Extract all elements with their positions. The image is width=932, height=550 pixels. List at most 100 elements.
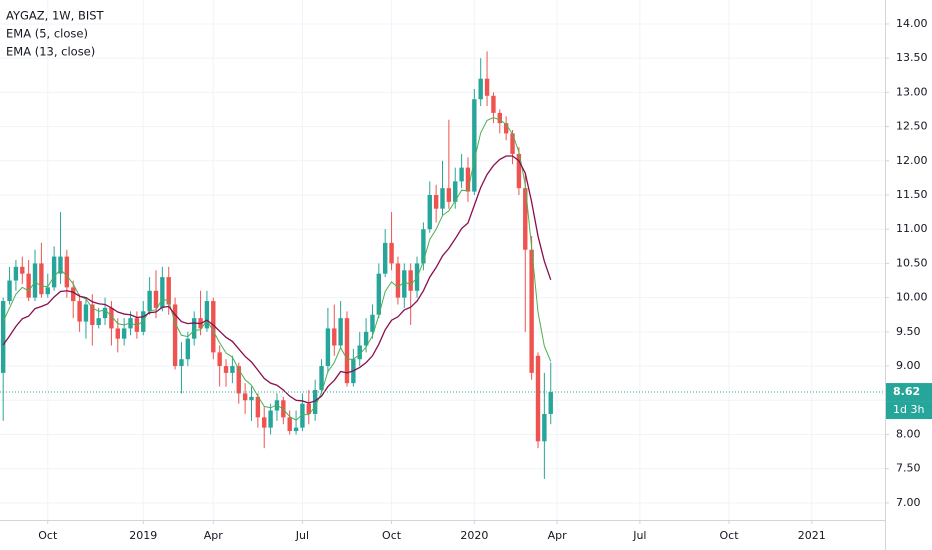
candle-body	[20, 266, 25, 274]
candle-body	[102, 307, 108, 319]
candle-body	[402, 270, 407, 298]
candle-body	[535, 355, 541, 442]
y-tick-label: 7.50	[896, 462, 921, 475]
candle-body	[211, 301, 216, 353]
candle-body	[344, 318, 350, 384]
candle-body	[166, 277, 171, 305]
candle-body	[376, 273, 382, 315]
candle-body	[172, 304, 178, 367]
candle-body	[440, 188, 445, 209]
candle-body	[510, 133, 515, 154]
candle-body	[153, 290, 159, 308]
x-tick-label: Jul	[295, 529, 309, 542]
candle-body	[370, 314, 375, 332]
candle-body	[478, 78, 483, 100]
y-tick-label: 13.00	[896, 85, 928, 98]
candle-body	[77, 301, 82, 322]
candle-body	[363, 331, 369, 346]
candle-body	[185, 338, 191, 360]
y-tick-label: 9.50	[896, 325, 921, 338]
candle-body	[217, 352, 222, 367]
candle-body	[13, 266, 19, 281]
candle-body	[306, 403, 311, 414]
candle-body	[121, 328, 127, 339]
candle-body	[357, 345, 362, 360]
chart-title: AYGAZ, 1W, BIST	[6, 9, 105, 23]
candle-body	[39, 263, 44, 295]
candle-body	[268, 410, 273, 428]
candle-body	[0, 301, 6, 373]
candle-body	[134, 318, 140, 332]
candle-body	[287, 417, 292, 432]
candle-body	[230, 366, 235, 373]
y-tick-label: 7.00	[896, 496, 921, 509]
candle-body	[408, 270, 413, 291]
candle-body	[71, 287, 76, 302]
candle-body	[64, 256, 70, 288]
candle-body	[249, 396, 254, 401]
x-tick-label: Jul	[632, 529, 646, 542]
countdown-label: 1d 3h	[893, 403, 924, 416]
candle-body	[236, 366, 241, 394]
y-tick-label: 11.50	[896, 188, 928, 201]
candle-body	[204, 301, 210, 329]
y-tick-label: 9.00	[896, 359, 921, 372]
candle-body	[497, 112, 503, 124]
candle-body	[7, 280, 12, 302]
candle-body	[191, 318, 197, 339]
x-tick-label: Oct	[382, 529, 402, 542]
candle-body	[147, 290, 152, 312]
y-tick-label: 12.00	[896, 154, 928, 167]
legend-entry: EMA (5, close)	[6, 27, 88, 41]
candle-body	[446, 188, 452, 202]
candle-body	[26, 273, 31, 298]
legend-entry: EMA (13, close)	[6, 45, 95, 59]
candle-body	[325, 328, 331, 367]
candle-body	[319, 366, 324, 390]
candle-body	[332, 328, 337, 346]
ema-line	[2, 155, 552, 404]
candle-body	[115, 328, 120, 339]
ema-line	[2, 117, 552, 421]
grid	[0, 0, 885, 520]
candle-body	[433, 195, 439, 209]
candle-body	[542, 413, 547, 442]
candle-body	[96, 318, 101, 325]
candle-body	[503, 123, 509, 134]
y-tick-label: 8.00	[896, 427, 921, 440]
candle-body	[90, 304, 95, 325]
candle-body	[529, 249, 534, 373]
candle-body	[548, 392, 553, 414]
candle-body	[516, 153, 522, 189]
candle-body	[223, 366, 229, 373]
candle-body	[382, 242, 388, 274]
plot	[0, 51, 885, 479]
candle-body	[472, 99, 477, 192]
y-tick-label: 10.00	[896, 291, 928, 304]
y-tick-label: 13.50	[896, 51, 928, 64]
y-tick-label: 11.00	[896, 222, 928, 235]
candle-body	[45, 287, 50, 295]
candle-body	[312, 390, 318, 414]
candle-body	[465, 167, 471, 192]
candle-body	[459, 167, 464, 182]
candle-body	[491, 95, 496, 113]
candle-body	[427, 195, 432, 230]
candle-body	[32, 263, 38, 298]
axes: 7.007.508.008.509.009.5010.0010.5011.001…	[38, 17, 932, 542]
candle-body	[338, 318, 343, 346]
x-tick-label: 2020	[460, 529, 488, 542]
candle-body	[453, 181, 458, 202]
candle-body	[58, 256, 63, 274]
candle-body	[421, 229, 426, 264]
candle-body	[83, 304, 89, 322]
candle-body	[300, 403, 305, 428]
candle-body	[395, 263, 401, 298]
candle-body	[484, 78, 490, 96]
x-tick-label: 2021	[798, 529, 826, 542]
candle-body	[523, 188, 528, 250]
candle-body	[160, 277, 165, 308]
y-tick-label: 12.50	[896, 120, 928, 133]
